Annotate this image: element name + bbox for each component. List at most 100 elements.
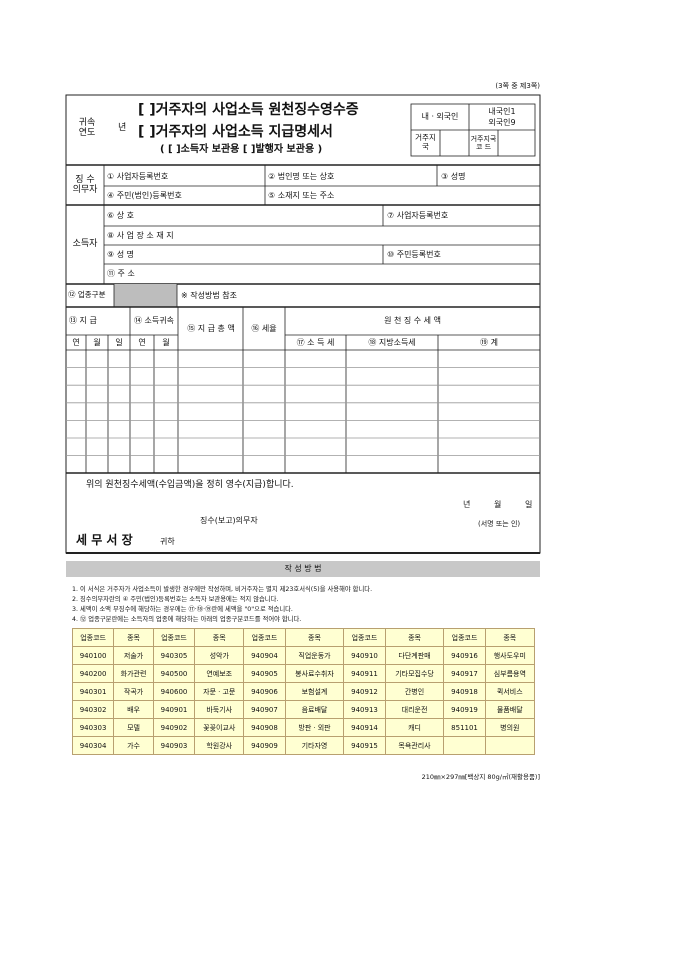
category: 병의원 xyxy=(484,718,536,737)
field-label: ⑥ 상 호 xyxy=(107,211,134,221)
column-header: 연 xyxy=(72,337,80,347)
code-row: 940302 배우 940901 바둑기사 940907 음료배달 940913 대리운전 94… xyxy=(71,700,536,719)
category: 기타자영 xyxy=(284,736,345,755)
field-label: ② 법인명 또는 상호 xyxy=(268,171,335,181)
industry-label: ⑫ 업종구분 xyxy=(68,290,106,300)
addressee: 세 무 서 장 xyxy=(76,533,133,548)
column-header: ⑮ 지 급 총 액 xyxy=(187,323,235,333)
category: 다단계판매 xyxy=(384,646,445,665)
empty-cell xyxy=(443,736,486,755)
code-row: 940303 모델 940902 꽃꽂이교사 940908 방판ㆍ외판 940914 캐디 85… xyxy=(71,718,536,737)
column-header: 월 xyxy=(93,337,101,347)
category: 기타모집수당 xyxy=(384,664,445,683)
category: 직업운동가 xyxy=(284,646,345,665)
code-row: 940301 작곡가 940600 자문ㆍ고문 940906 보험설계 940912 간병인 9… xyxy=(71,682,536,701)
code-table: 업종코드 종목 업종코드 종목 업종코드 종목 업종코드 종목 업종코드 종목 940100 저술가 9… xyxy=(71,628,536,755)
category: 성악가 xyxy=(194,646,245,665)
code: 940911 xyxy=(343,664,386,683)
reporter: 징수(보고)의무자 xyxy=(200,516,258,526)
category: 대리운전 xyxy=(384,700,445,719)
column-header: ⑬ 지 급 xyxy=(69,316,97,326)
note: 3. 세액이 소액 부징수에 해당하는 경우에는 ⑰·⑱·⑲란에 세액을 "0"… xyxy=(72,606,293,614)
code: 851101 xyxy=(443,718,486,737)
category: 화가관련 xyxy=(113,664,154,683)
category: 작곡가 xyxy=(113,682,154,701)
field-label: ① 사업자등록번호 xyxy=(107,171,169,181)
honorific: 귀하 xyxy=(160,537,175,547)
title: [ ]거주자의 사업소득 지급명세서 xyxy=(138,123,333,140)
code: 940909 xyxy=(243,736,286,755)
code: 940908 xyxy=(243,718,286,737)
code: 940600 xyxy=(152,682,196,701)
category: 간병인 xyxy=(384,682,445,701)
code-row: 940200 화가관련 940500 연예보조 940905 봉사료수취자 940911 기타… xyxy=(71,664,536,683)
code: 940302 xyxy=(71,700,115,719)
code: 940916 xyxy=(443,646,486,665)
category: 심부름용역 xyxy=(484,664,536,683)
field-label: ⑦ 사업자등록번호 xyxy=(387,211,449,221)
category: 배우 xyxy=(113,700,154,719)
category: 퀵서비스 xyxy=(484,682,536,701)
header-cell: 종목 xyxy=(113,628,154,647)
code: 940917 xyxy=(443,664,486,683)
code: 940915 xyxy=(343,736,386,755)
code-row: 940304 가수 940903 학원강사 940909 기타자영 940915 목욕관리사 xyxy=(71,736,536,755)
nationality-option: 내국인1 xyxy=(488,106,516,116)
instructions-title: 작 성 방 법 xyxy=(284,564,322,574)
category: 저술가 xyxy=(113,646,154,665)
category: 모델 xyxy=(113,718,154,737)
date-part: 월 xyxy=(494,500,502,510)
subtitle: ( [ ]소득자 보관용 [ ]발행자 보관용 ) xyxy=(160,144,323,156)
date-part: 년 xyxy=(463,500,471,510)
signature: (서명 또는 인) xyxy=(478,519,521,528)
empty-cell xyxy=(484,736,536,755)
code: 940906 xyxy=(243,682,286,701)
earner-label: 소득자 xyxy=(72,239,98,250)
code: 940500 xyxy=(152,664,196,683)
category: 가수 xyxy=(113,736,154,755)
code: 940901 xyxy=(152,700,196,719)
code: 940918 xyxy=(443,682,486,701)
residence-code-label: 거주지국 코 드 xyxy=(470,134,497,151)
title: [ ]거주자의 사업소득 원천징수영수증 xyxy=(138,101,359,118)
code: 940200 xyxy=(71,664,115,683)
footer: 210㎜×297㎜[백상지 80g/㎡(재활용품)] xyxy=(421,773,540,782)
category: 캐디 xyxy=(384,718,445,737)
code: 940303 xyxy=(71,718,115,737)
category: 음료배달 xyxy=(284,700,345,719)
receipt-statement: 위의 원천징수세액(수입금액)을 정히 영수(지급)합니다. xyxy=(86,479,294,490)
category: 꽃꽂이교사 xyxy=(194,718,245,737)
code: 940919 xyxy=(443,700,486,719)
field-label: ⑪ 주 소 xyxy=(107,269,135,279)
code: 940100 xyxy=(71,646,115,665)
column-header: ⑭ 소득귀속 xyxy=(134,316,174,326)
column-header: ⑲ 계 xyxy=(480,337,498,347)
nationality-option: 외국인9 xyxy=(488,117,516,127)
code: 940912 xyxy=(343,682,386,701)
year-label: 귀속 연도 xyxy=(78,117,96,138)
code: 940907 xyxy=(243,700,286,719)
category: 보험설계 xyxy=(284,682,345,701)
header-cell: 종목 xyxy=(284,628,345,647)
header-cell: 종목 xyxy=(384,628,445,647)
category: 물품배달 xyxy=(484,700,536,719)
category: 목욕관리사 xyxy=(384,736,445,755)
code: 940902 xyxy=(152,718,196,737)
category: 방판ㆍ외판 xyxy=(284,718,345,737)
code: 940904 xyxy=(243,646,286,665)
header-cell: 업종코드 xyxy=(243,628,286,647)
header-cell: 업종코드 xyxy=(343,628,386,647)
year-unit: 년 xyxy=(118,122,127,133)
code: 940301 xyxy=(71,682,115,701)
field-label: ⑩ 주민등록번호 xyxy=(387,249,441,259)
field-label: ⑧ 사 업 장 소 재 지 xyxy=(107,230,174,240)
code: 940914 xyxy=(343,718,386,737)
residence-label: 거주지국 xyxy=(415,133,436,151)
header-cell: 업종코드 xyxy=(71,628,115,647)
field-label: ④ 주민(법인)등록번호 xyxy=(107,190,182,200)
note: 1. 이 서식은 거주자가 사업소득이 발생한 경우에만 작성하며, 비거주자는… xyxy=(72,586,373,594)
column-header: 원 천 징 수 세 액 xyxy=(384,316,441,326)
code-row: 940100 저술가 940305 성악가 940904 직업운동가 940910 다단계판매… xyxy=(71,646,536,665)
